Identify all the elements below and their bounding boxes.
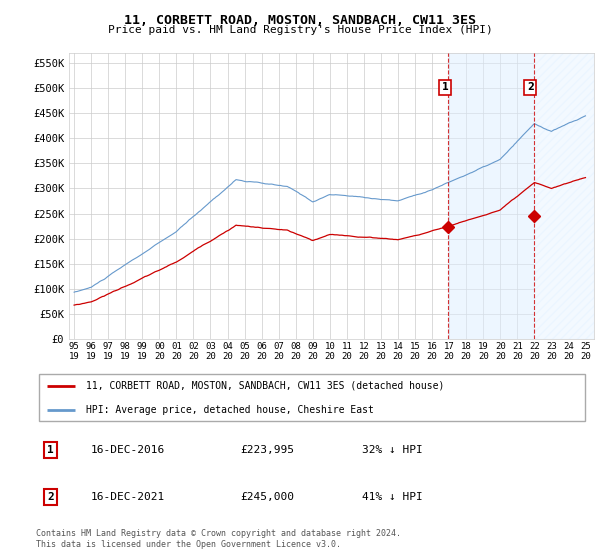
Text: 16-DEC-2021: 16-DEC-2021 [91, 492, 166, 502]
Text: 1: 1 [442, 82, 448, 92]
Text: Contains HM Land Registry data © Crown copyright and database right 2024.
This d: Contains HM Land Registry data © Crown c… [36, 529, 401, 549]
FancyBboxPatch shape [39, 375, 585, 421]
Text: HPI: Average price, detached house, Cheshire East: HPI: Average price, detached house, Ches… [86, 405, 374, 415]
Bar [533, 53, 594, 339]
Bar [448, 53, 533, 339]
Text: 41% ↓ HPI: 41% ↓ HPI [362, 492, 422, 502]
Text: 11, CORBETT ROAD, MOSTON, SANDBACH, CW11 3ES: 11, CORBETT ROAD, MOSTON, SANDBACH, CW11… [124, 14, 476, 27]
Text: Price paid vs. HM Land Registry's House Price Index (HPI): Price paid vs. HM Land Registry's House … [107, 25, 493, 35]
Text: £223,995: £223,995 [240, 445, 294, 455]
Bar [533, 53, 594, 339]
Text: 2: 2 [47, 492, 54, 502]
Text: 1: 1 [47, 445, 54, 455]
Text: 2: 2 [527, 82, 533, 92]
Text: 11, CORBETT ROAD, MOSTON, SANDBACH, CW11 3ES (detached house): 11, CORBETT ROAD, MOSTON, SANDBACH, CW11… [86, 380, 444, 390]
Text: 16-DEC-2016: 16-DEC-2016 [91, 445, 166, 455]
Text: £245,000: £245,000 [240, 492, 294, 502]
Text: 32% ↓ HPI: 32% ↓ HPI [362, 445, 422, 455]
